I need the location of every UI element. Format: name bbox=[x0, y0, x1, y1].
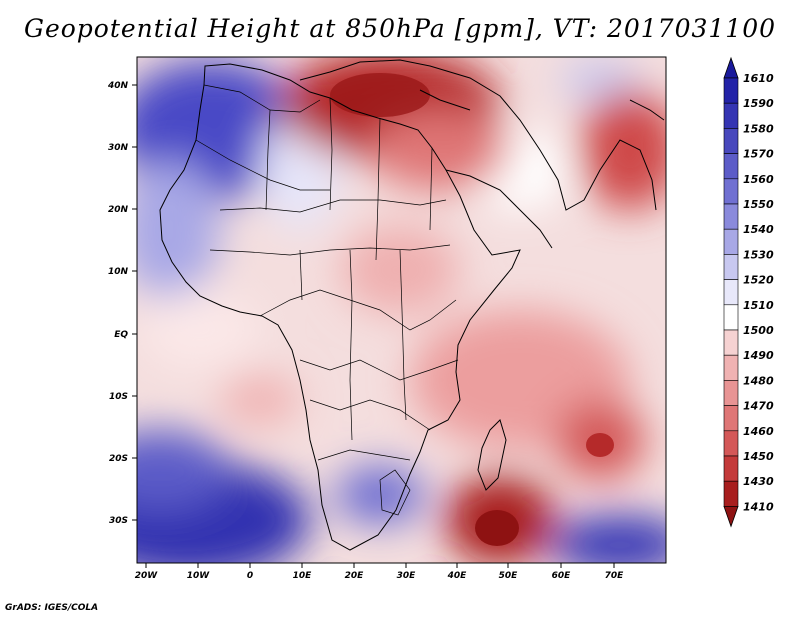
lat-label: 10S bbox=[109, 392, 128, 402]
colorbar-label: 1540 bbox=[743, 223, 774, 236]
colorbar-label: 1460 bbox=[743, 425, 774, 438]
lat-label: 30N bbox=[108, 143, 129, 153]
lon-label: 70E bbox=[605, 571, 625, 581]
colorbar: 1610 1590 1580 1570 1560 1550 1540 1530 1520 1510… bbox=[723, 56, 774, 528]
colorbar-swatch bbox=[723, 203, 739, 230]
colorbar-swatch bbox=[723, 480, 739, 507]
lon-label: 30E bbox=[397, 571, 417, 581]
colorbar-label: 1550 bbox=[743, 198, 774, 211]
map-frame bbox=[136, 56, 667, 564]
lon-label: 20W bbox=[135, 571, 159, 581]
colorbar-label: 1410 bbox=[743, 500, 774, 513]
lon-label: 60E bbox=[552, 571, 572, 581]
colorbar-label: 1560 bbox=[743, 173, 774, 186]
lat-label: 30S bbox=[109, 516, 128, 526]
colorbar-swatch bbox=[723, 405, 739, 432]
colorbar-label: 1500 bbox=[743, 324, 774, 337]
colorbar-swatch bbox=[723, 153, 739, 180]
lon-label: 50E bbox=[499, 571, 519, 581]
lat-label: EQ bbox=[114, 330, 128, 340]
colorbar-swatch bbox=[723, 455, 739, 482]
triangle-up-icon bbox=[723, 56, 739, 79]
triangle-down-icon bbox=[723, 505, 739, 528]
colorbar-swatch bbox=[723, 178, 739, 205]
axis-ticks bbox=[132, 84, 615, 568]
lat-label: 10N bbox=[108, 267, 129, 277]
colorbar-swatch bbox=[723, 304, 739, 331]
latitude-labels: 40N 30N 20N 10N EQ 10S 20S 30S bbox=[107, 81, 129, 526]
colorbar-label: 1430 bbox=[743, 475, 774, 488]
colorbar-swatch bbox=[723, 430, 739, 457]
country-borders bbox=[195, 84, 459, 516]
colorbar-label: 1480 bbox=[743, 374, 774, 387]
colorbar-swatch bbox=[723, 128, 739, 154]
coastlines bbox=[159, 59, 665, 551]
map-title: Geopotential Height at 850hPa [gpm], VT:… bbox=[23, 14, 777, 43]
colorbar-label: 1520 bbox=[743, 274, 774, 287]
colorbar-swatch bbox=[723, 102, 739, 129]
colorbar-label: 1450 bbox=[743, 450, 774, 463]
lon-label: 10E bbox=[293, 571, 313, 581]
colorbar-label: 1580 bbox=[743, 122, 774, 135]
grads-credit: GrADS: IGES/COLA bbox=[5, 603, 99, 613]
lon-label: 20E bbox=[345, 571, 365, 581]
colorbar-label: 1610 bbox=[743, 72, 774, 85]
colorbar-swatch bbox=[723, 254, 739, 280]
colorbar-swatch bbox=[723, 380, 739, 406]
colorbar-label: 1510 bbox=[743, 299, 774, 312]
colorbar-label: 1590 bbox=[743, 97, 774, 110]
colorbar-swatch bbox=[723, 354, 739, 381]
colorbar-label: 1570 bbox=[743, 148, 774, 161]
colorbar-swatch bbox=[723, 77, 739, 104]
height-field bbox=[137, 57, 666, 563]
colorbar-swatch bbox=[723, 329, 739, 356]
lon-label: 0 bbox=[247, 571, 253, 581]
lat-label: 40N bbox=[107, 81, 129, 91]
colorbar-label: 1470 bbox=[743, 400, 774, 413]
colorbar-label: 1490 bbox=[743, 349, 774, 362]
lat-label: 20S bbox=[109, 454, 128, 464]
lat-label: 20N bbox=[108, 205, 129, 215]
lon-label: 10W bbox=[187, 571, 211, 581]
longitude-labels: 20W 10W 0 10E 20E 30E 40E 50E 60E 70E bbox=[135, 571, 624, 581]
colorbar-swatch bbox=[723, 279, 739, 306]
colorbar-swatch bbox=[723, 228, 739, 255]
colorbar-label: 1530 bbox=[743, 248, 774, 261]
lon-label: 40E bbox=[447, 571, 468, 581]
